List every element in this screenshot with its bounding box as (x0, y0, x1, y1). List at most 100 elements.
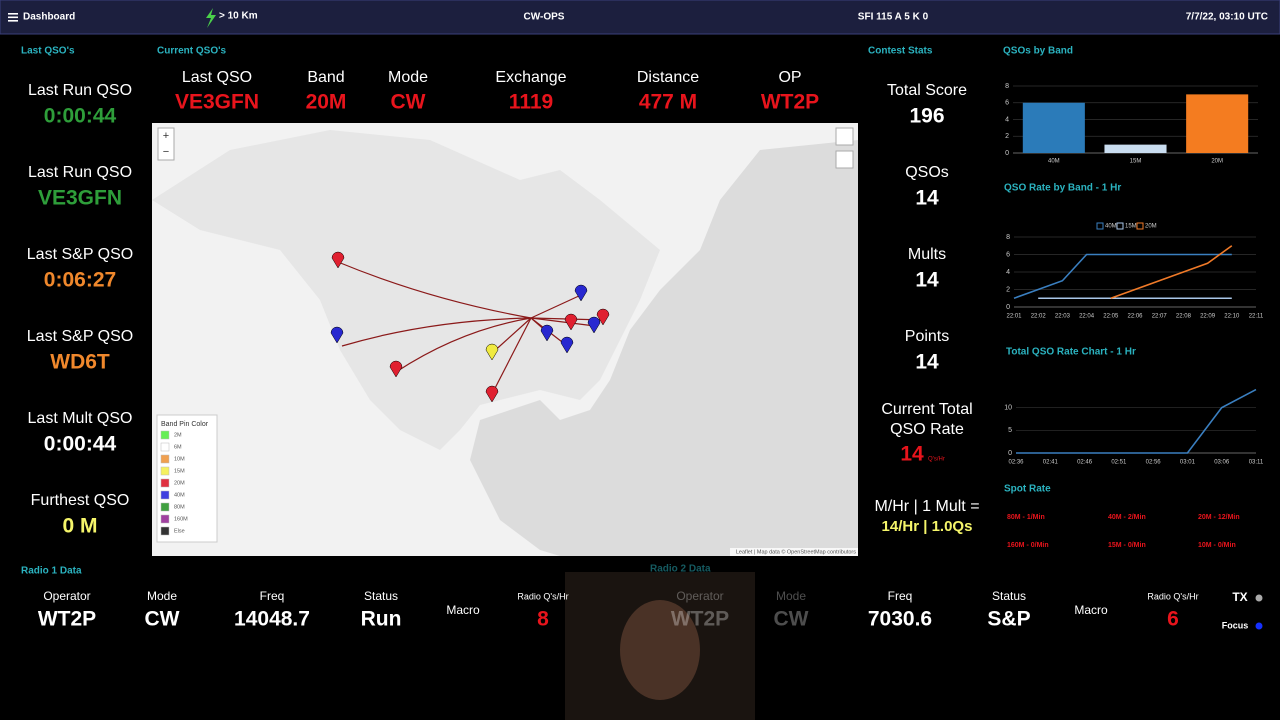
legend-swatch (160, 430, 170, 440)
stat-label: Last S&P QSO (27, 246, 133, 263)
y-tick-label: 10 (1004, 405, 1012, 412)
radio-value: Run (361, 608, 402, 631)
x-tick-label: 40M (1048, 159, 1060, 165)
qso-label: Mode (388, 69, 428, 86)
map-attribution: Leaflet | Map data © OpenStreetMap contr… (736, 548, 856, 555)
legend-swatch (1136, 222, 1144, 230)
stat-label: Mults (908, 246, 946, 263)
radio-value: S&P (987, 608, 1030, 631)
header-bar (0, 0, 1280, 35)
legend-swatch (160, 526, 170, 536)
radio-value: WT2P (671, 608, 729, 631)
radio-label: Radio Q's/Hr (1147, 591, 1198, 601)
spot-rate: 160M - 0/Min (1007, 542, 1049, 549)
qso-label: Exchange (495, 69, 566, 86)
mult-value: 14/Hr | 1.0Qs (882, 518, 973, 535)
x-tick-label: 22:06 (1127, 314, 1143, 320)
svg-text:+: + (163, 130, 169, 142)
tx-indicator (1255, 594, 1263, 602)
qso-value: 477 M (639, 91, 697, 114)
stat-label: Points (905, 328, 949, 345)
line-series (1016, 388, 1257, 454)
qso-value: 1119 (509, 91, 553, 114)
spot-rate: 20M - 12/Min (1198, 514, 1240, 521)
rate-value: 14 (900, 443, 924, 466)
stat-value: 196 (909, 105, 944, 128)
focus-label: Focus (1222, 620, 1249, 630)
radio-label: Freq (888, 589, 913, 603)
line-series (1013, 253, 1232, 300)
section-title: Radio 2 Data (650, 564, 711, 575)
map[interactable]: + − (152, 123, 858, 556)
spot-rate: 80M - 1/Min (1007, 514, 1045, 521)
radio-value: 14048.7 (234, 608, 310, 631)
x-tick-label: 22:07 (1152, 314, 1168, 320)
x-tick-label: 22:02 (1031, 314, 1047, 320)
stat-value: WD6T (50, 351, 110, 374)
chart-title: QSOs by Band (1003, 46, 1073, 57)
menu-icon[interactable] (8, 13, 18, 22)
qso-label: OP (778, 69, 801, 86)
stat-value: 0:06:27 (44, 269, 116, 292)
qso-value: 20M (306, 91, 347, 114)
stat-label: Furthest QSO (31, 492, 130, 509)
legend-swatch (1116, 222, 1124, 230)
time: 7/7/22, 03:10 UTC (1186, 12, 1268, 23)
legend-label: 6M (174, 444, 182, 450)
y-tick-label: 8 (1005, 83, 1009, 90)
radio-label: Mode (147, 589, 177, 603)
tx-label: TX (1232, 590, 1247, 604)
x-tick-label: 02:46 (1077, 460, 1093, 466)
legend-label: 15M (174, 468, 185, 474)
radio-label: Macro (446, 603, 480, 617)
stat-value: 0 M (62, 515, 97, 538)
section-title: Radio 1 Data (21, 566, 82, 577)
x-tick-label: 22:04 (1079, 314, 1095, 320)
chart-title: QSO Rate by Band - 1 Hr (1004, 183, 1121, 194)
radio-label: Macro (1074, 603, 1108, 617)
radio-label: Freq (260, 589, 285, 603)
section-title: Contest Stats (868, 46, 933, 57)
qso-label: Distance (637, 69, 699, 86)
legend-label: 80M (174, 504, 185, 510)
radio-value: WT2P (38, 608, 96, 631)
y-tick-label: 5 (1008, 427, 1012, 434)
x-tick-label: 02:51 (1111, 460, 1127, 466)
x-tick-label: 02:56 (1146, 460, 1162, 466)
qso-value: CW (391, 91, 426, 114)
stat-label: Last Run QSO (28, 82, 132, 99)
menu-title[interactable]: Dashboard (23, 12, 75, 23)
radio-value: 6 (1167, 608, 1179, 631)
qso-value: VE3GFN (175, 91, 259, 114)
legend-swatch (160, 466, 170, 476)
x-tick-label: 22:10 (1224, 314, 1240, 320)
x-tick-label: 22:08 (1176, 314, 1192, 320)
bar (1022, 102, 1085, 153)
stat-value: 14 (915, 187, 939, 210)
stat-label: Last Run QSO (28, 164, 132, 181)
radio-value: 7030.6 (868, 608, 932, 631)
rate-unit: Q's/Hr (928, 457, 945, 463)
radio-value: CW (145, 608, 180, 631)
stat-label: Last S&P QSO (27, 328, 133, 345)
stat-value: 0:00:44 (44, 105, 117, 128)
x-tick-label: 22:11 (1249, 314, 1264, 320)
y-tick-label: 6 (1006, 251, 1010, 258)
y-tick-label: 4 (1005, 116, 1009, 123)
spot-rate: 40M - 2/Min (1108, 514, 1146, 521)
bar (1104, 144, 1167, 153)
legend-swatch (1096, 222, 1104, 230)
x-tick-label: 20M (1211, 159, 1223, 165)
legend-title: Band Pin Color (161, 421, 209, 428)
line-series (1110, 245, 1233, 300)
x-tick-label: 02:41 (1043, 460, 1059, 466)
y-tick-label: 0 (1006, 304, 1010, 311)
legend-swatch (160, 442, 170, 452)
x-tick-label: 03:11 (1249, 460, 1264, 466)
legend-label: 10M (174, 456, 185, 462)
legend-label: 40M (1105, 224, 1117, 230)
legend-label: 20M (174, 480, 185, 486)
stat-value: 14 (915, 351, 939, 374)
legend-label: 160M (174, 516, 188, 522)
radio-label: Status (364, 589, 398, 603)
